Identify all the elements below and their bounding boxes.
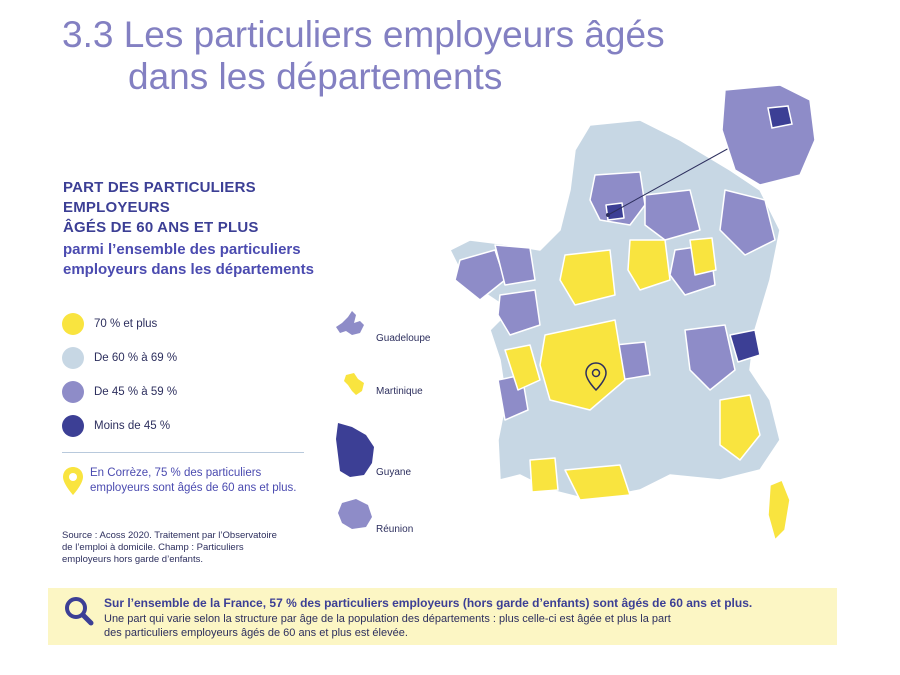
heading-line-1: PART DES PARTICULIERS EMPLOYEURS — [63, 179, 256, 216]
legend-item: De 60 % à 69 % — [62, 347, 177, 369]
legend-label: De 45 % à 59 % — [94, 386, 178, 398]
overseas-departments: Guadeloupe Martinique Guyane Réunion — [330, 305, 450, 545]
dept-yellow — [529, 457, 559, 493]
dept-purple — [684, 324, 736, 391]
legend-swatch — [62, 313, 84, 335]
source-line-2: de l’emploi à domicile. Champ : Particul… — [62, 542, 244, 553]
map-heading: PART DES PARTICULIERS EMPLOYEURS ÂGÉS DE… — [63, 178, 363, 280]
dept-purple — [454, 249, 506, 301]
dept-yellow — [559, 249, 616, 306]
dept-yellow — [539, 319, 626, 411]
paris-callout-line — [607, 141, 741, 216]
dept-purple — [644, 189, 701, 241]
dept-purple — [497, 289, 541, 336]
guadeloupe-shape — [336, 311, 364, 335]
title-line-2: dans les départements — [128, 56, 503, 97]
overseas-shapes — [336, 311, 374, 529]
page-title: 3.3 Les particuliers employeurs âgés dan… — [62, 14, 665, 98]
martinique-shape — [344, 373, 364, 395]
footer-line-1: Une part qui varie selon la structure pa… — [104, 613, 671, 625]
source-line-1: Source : Acoss 2020. Traitement par l’Ob… — [62, 530, 277, 541]
title-line-1: 3.3 Les particuliers employeurs âgés — [62, 14, 665, 55]
divider — [62, 452, 304, 453]
dept-purple — [494, 244, 536, 286]
legend-label: De 60 % à 69 % — [94, 352, 178, 364]
guyane-label: Guyane — [376, 467, 412, 478]
legend-item: Moins de 45 % — [62, 415, 177, 437]
correze-pin-icon — [585, 362, 607, 392]
paris-callout-dot — [606, 213, 610, 217]
legend-swatch — [62, 347, 84, 369]
dept-purple — [589, 171, 646, 226]
dept-yellow — [689, 237, 717, 276]
footer-line-2: des particuliers employeurs âgés de 60 a… — [104, 627, 408, 639]
corsica-shape — [767, 479, 791, 541]
legend-item: 70 % et plus — [62, 313, 177, 335]
magnifier-icon — [65, 597, 94, 626]
footer-box: Sur l’ensemble de la France, 57 % des pa… — [48, 588, 837, 645]
guadeloupe-label: Guadeloupe — [376, 333, 431, 344]
footer-headline: Sur l’ensemble de la France, 57 % des pa… — [104, 596, 753, 610]
reunion-label: Réunion — [376, 524, 414, 535]
dept-yellow — [564, 464, 631, 501]
reunion-shape — [338, 499, 372, 529]
dept-yellow — [504, 344, 541, 391]
france-map — [450, 84, 816, 541]
footer-body: Une part qui varie selon la structure pa… — [104, 612, 829, 640]
heading-line-2: ÂGÉS DE 60 ANS ET PLUS — [63, 219, 259, 236]
paris-inset — [721, 84, 816, 186]
dept-yellow — [719, 394, 761, 461]
note-line-1: En Corrèze, 75 % des particuliers — [90, 467, 262, 479]
dept-purple — [719, 189, 776, 256]
legend-swatch — [62, 415, 84, 437]
correze-note: En Corrèze, 75 % des particuliers employ… — [62, 466, 312, 496]
source-line-3: employeurs hors garde d’enfants. — [62, 554, 203, 565]
legend-swatch — [62, 381, 84, 403]
legend: 70 % et plus De 60 % à 69 % De 45 % à 59… — [62, 313, 177, 449]
heading-line-3: parmi l’ensemble des particuliers — [63, 241, 301, 258]
martinique-label: Martinique — [376, 386, 423, 397]
map-pin-icon — [63, 467, 83, 495]
guyane-shape — [336, 423, 374, 477]
note-line-2: employeurs sont âgés de 60 ans et plus. — [90, 482, 297, 494]
dept-yellow — [627, 239, 671, 291]
legend-label: 70 % et plus — [94, 318, 158, 330]
source-note: Source : Acoss 2020. Traitement par l’Ob… — [62, 530, 312, 566]
legend-label: Moins de 45 % — [94, 420, 171, 432]
dept-dark-blue — [729, 329, 761, 363]
legend-item: De 45 % à 59 % — [62, 381, 177, 403]
heading-line-4: employeurs dans les départements — [63, 261, 314, 278]
